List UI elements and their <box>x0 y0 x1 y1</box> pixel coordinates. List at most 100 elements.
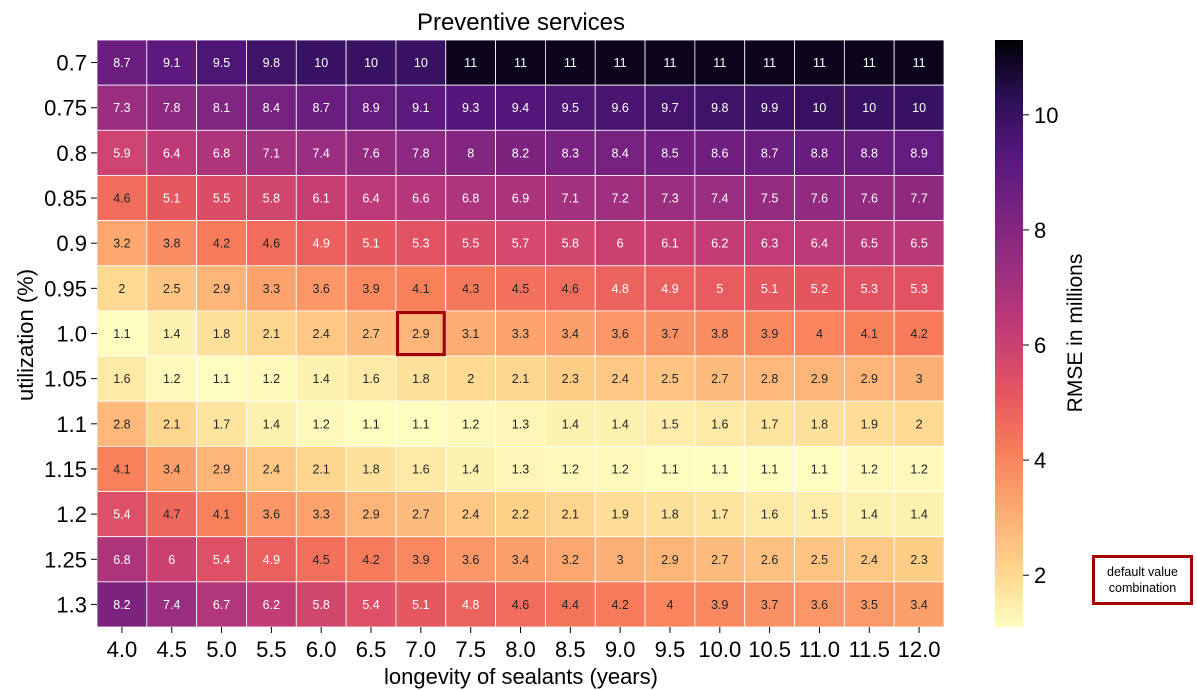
heatmap-cell <box>545 220 596 267</box>
heatmap-cell-label: 4.8 <box>462 598 479 612</box>
heatmap-cell-label: 3.3 <box>512 327 529 341</box>
heatmap-cell-label: 6 <box>617 237 624 251</box>
heatmap-cell-label: 2.1 <box>163 417 180 431</box>
heatmap-cell-label: 10 <box>364 56 378 70</box>
heatmap-cell-label: 11 <box>564 56 577 70</box>
heatmap-cell-label: 3.6 <box>611 327 628 341</box>
heatmap-cell <box>794 581 845 628</box>
heatmap-cell <box>644 400 696 447</box>
heatmap-cell-label: 6.6 <box>412 192 429 206</box>
heatmap-cell <box>445 536 496 583</box>
heatmap-cell-label: 8.7 <box>313 101 330 115</box>
heatmap-cell-label: 8.9 <box>362 101 379 115</box>
heatmap-cell <box>644 355 696 402</box>
x-tick-label: 4.0 <box>107 637 138 662</box>
heatmap-cell-label: 1.4 <box>562 417 579 431</box>
heatmap-cell-label: 1.4 <box>910 508 927 522</box>
x-axis-label: longevity of sealants (years) <box>384 664 658 689</box>
heatmap-cell-label: 1.4 <box>861 508 878 522</box>
heatmap-cell <box>96 355 148 402</box>
heatmap-cell <box>545 581 596 628</box>
heatmap-cell <box>694 220 746 267</box>
heatmap-cell-label: 11 <box>464 56 477 70</box>
heatmap-cell <box>495 129 546 176</box>
heatmap-cell <box>146 39 198 86</box>
heatmap-cell <box>445 175 496 222</box>
heatmap-cell-label: 3.6 <box>313 282 330 296</box>
heatmap-cell-label: 9.3 <box>462 101 479 115</box>
heatmap-cell-label: 7.8 <box>412 146 429 160</box>
heatmap-cell <box>893 129 945 176</box>
heatmap-cell <box>495 400 546 447</box>
heatmap-cell-label: 3.4 <box>163 462 180 476</box>
heatmap-cell-label: 4 <box>666 598 673 612</box>
heatmap-cell-label: 3.9 <box>362 282 379 296</box>
heatmap-cell <box>694 445 746 492</box>
heatmap-cell <box>594 400 646 447</box>
heatmap-cell-label: 1.3 <box>512 462 529 476</box>
x-tick-label: 12.0 <box>898 637 941 662</box>
heatmap-cell-label: 2.8 <box>113 417 130 431</box>
default-value-highlight <box>395 310 446 357</box>
heatmap-cell <box>196 355 247 402</box>
heatmap-cell <box>146 445 198 492</box>
heatmap-cell-label: 5.1 <box>761 282 778 296</box>
heatmap-cell-label: 1.2 <box>611 462 628 476</box>
heatmap-cell-label: 6.4 <box>362 192 379 206</box>
heatmap-cell <box>545 536 596 583</box>
heatmap-cell <box>843 175 895 222</box>
heatmap-cell-label: 3.6 <box>811 598 828 612</box>
heatmap-cell-label: 3.4 <box>562 327 579 341</box>
heatmap-cell <box>843 310 895 357</box>
heatmap-cell-label: 3.7 <box>761 598 778 612</box>
heatmap-cell-label: 11 <box>514 56 527 70</box>
heatmap-cell-label: 1.5 <box>661 417 678 431</box>
heatmap-cell-label: 9.8 <box>711 101 728 115</box>
heatmap-cell <box>644 265 696 312</box>
heatmap-cell-label: 2 <box>467 372 474 386</box>
heatmap-cell-label: 1.6 <box>412 462 429 476</box>
heatmap-cell <box>694 265 746 312</box>
heatmap-cell <box>495 445 546 492</box>
heatmap-cell-label: 9.5 <box>213 56 230 70</box>
heatmap-cell <box>345 310 397 357</box>
heatmap-cell-label: 5.4 <box>362 598 379 612</box>
heatmap-cell <box>445 84 496 131</box>
heatmap-cell <box>545 39 596 86</box>
heatmap-cell <box>196 84 247 131</box>
heatmap-cell <box>96 445 148 492</box>
heatmap-cell-label: 4.2 <box>362 553 379 567</box>
heatmap-cell <box>196 265 247 312</box>
heatmap-cell-label: 8.3 <box>562 146 579 160</box>
heatmap-cell <box>146 400 198 447</box>
heatmap-cell-label: 11 <box>863 56 876 70</box>
heatmap-cell-label: 2.1 <box>512 372 529 386</box>
heatmap-cell-label: 5.8 <box>562 237 579 251</box>
heatmap-cell-label: 6.8 <box>462 192 479 206</box>
x-tick-label: 7.5 <box>455 637 486 662</box>
heatmap-cell <box>794 129 845 176</box>
heatmap-cell-label: 7.7 <box>910 192 927 206</box>
heatmap-cell-label: 2.4 <box>861 553 878 567</box>
heatmap-cell-label: 4.1 <box>412 282 429 296</box>
x-tick-label: 9.0 <box>605 637 636 662</box>
heatmap-cell-label: 8.8 <box>861 146 878 160</box>
heatmap-cell-label: 1.1 <box>811 462 828 476</box>
heatmap-cell <box>146 491 198 538</box>
heatmap-cell <box>594 310 646 357</box>
heatmap-cell-label: 4.5 <box>313 553 330 567</box>
heatmap-cell-label: 3.2 <box>562 553 579 567</box>
heatmap-cell-label: 10 <box>414 56 428 70</box>
heatmap-cell <box>146 84 198 131</box>
heatmap-cell <box>146 220 198 267</box>
heatmap-cell-label: 1.1 <box>661 462 678 476</box>
heatmap-cell-label: 2.7 <box>362 327 379 341</box>
heatmap-cell <box>893 536 945 583</box>
heatmap-cell-label: 2.7 <box>711 372 728 386</box>
heatmap-cell <box>146 265 198 312</box>
heatmap-cell <box>445 39 496 86</box>
heatmap-cell-label: 8.9 <box>910 146 927 160</box>
heatmap-cell <box>345 536 397 583</box>
heatmap-cell-label: 1.6 <box>113 372 130 386</box>
heatmap-cell <box>744 581 795 628</box>
